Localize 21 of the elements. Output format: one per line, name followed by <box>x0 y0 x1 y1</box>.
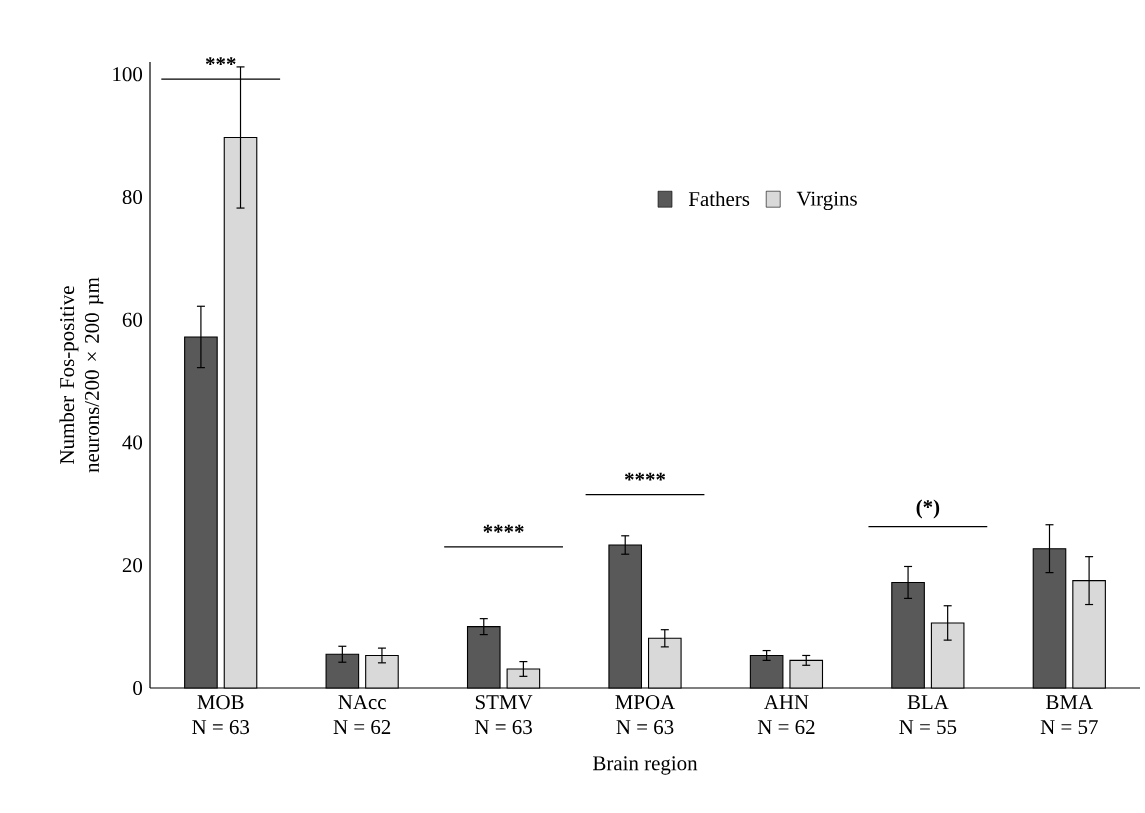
annotation: **** <box>624 472 666 481</box>
y-tick-label: 40 <box>122 435 143 450</box>
y-tick-label: 0 <box>133 680 143 696</box>
annotation: (*) <box>916 499 940 519</box>
y-tick-label: 100 <box>113 67 143 82</box>
legend-label: Virgins <box>796 191 857 211</box>
x-tick-label: MOB N = 63 <box>192 695 250 735</box>
y-axis-title: Number Fos-positive neurons/200 × 200 µm <box>59 277 104 473</box>
annotation: **** <box>483 524 524 533</box>
x-axis-title: Brain region <box>593 756 698 775</box>
y-tick-label: 80 <box>122 189 143 205</box>
x-tick-label: AHN N = 62 <box>757 695 815 735</box>
annotation: *** <box>205 57 236 66</box>
legend-label: Fathers <box>688 191 750 207</box>
x-tick-label: NAcc N = 62 <box>333 695 391 735</box>
y-tick-label: 20 <box>122 558 143 573</box>
y-tick-label: 60 <box>122 312 143 327</box>
x-tick-label: MPOA N = 63 <box>615 695 676 735</box>
x-tick-label: STMV N = 63 <box>475 695 533 735</box>
x-tick-label: BLA N = 55 <box>899 695 957 735</box>
x-tick-label: BMA N = 57 <box>1040 695 1098 735</box>
